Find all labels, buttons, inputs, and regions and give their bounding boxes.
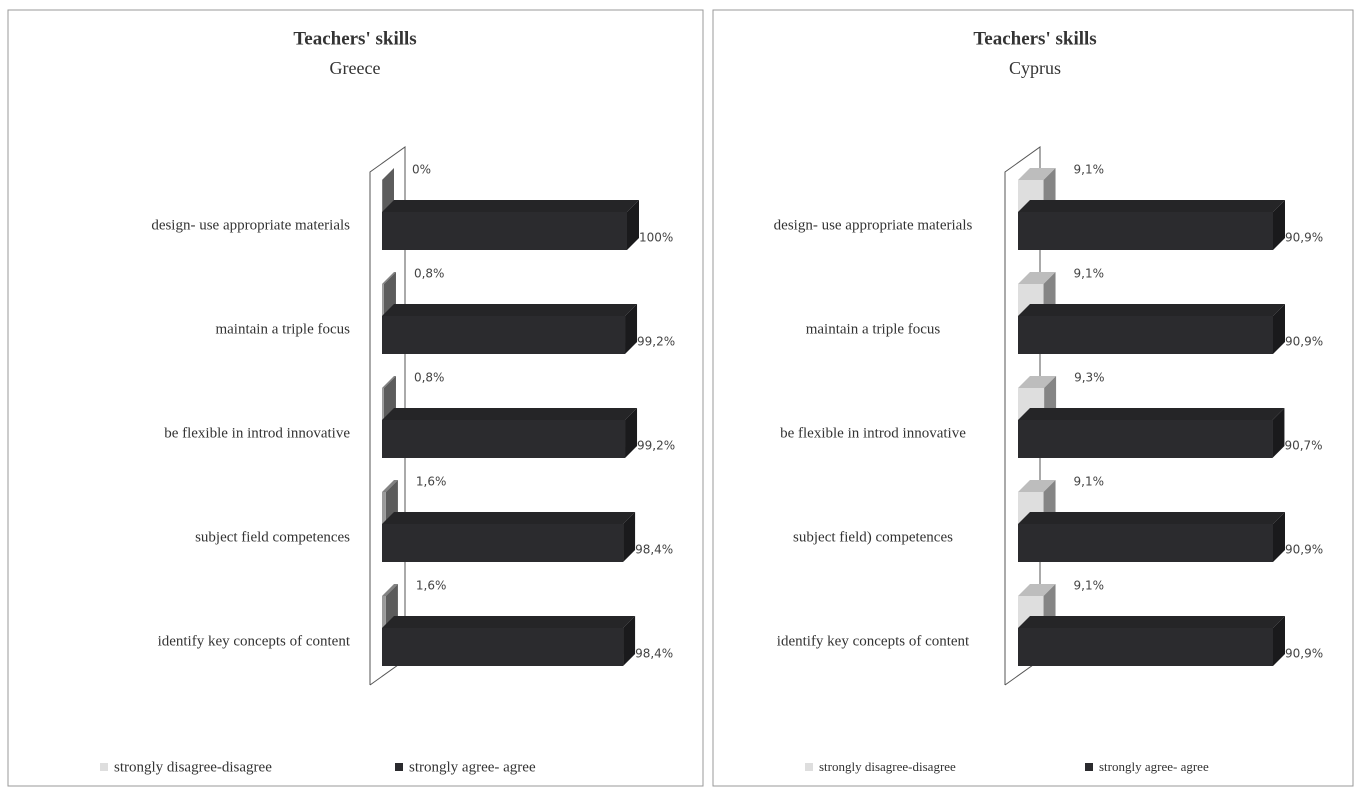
bar-top xyxy=(382,304,638,316)
bar-top xyxy=(1018,584,1056,596)
bar-side xyxy=(1272,408,1285,458)
legend-label: strongly disagree-disagree xyxy=(819,759,956,774)
bar xyxy=(382,628,624,666)
bar-side xyxy=(623,512,636,562)
value-label: 0% xyxy=(412,163,431,177)
value-label: 98,4% xyxy=(635,543,673,557)
category-label: identify key concepts of content xyxy=(158,633,351,649)
legend-label: strongly disagree-disagree xyxy=(114,759,272,775)
value-label: 9,1% xyxy=(1074,579,1105,593)
value-label: 9,1% xyxy=(1074,475,1105,489)
bar-top xyxy=(382,480,398,492)
bar xyxy=(382,284,384,320)
value-label: 1,6% xyxy=(416,579,447,593)
value-label: 90,9% xyxy=(1285,231,1323,245)
category-label: subject field) competences xyxy=(793,529,953,545)
legend-swatch xyxy=(395,763,403,771)
bar-side xyxy=(1273,512,1285,562)
value-label: 90,9% xyxy=(1285,647,1323,661)
bar xyxy=(1018,316,1273,354)
back-wall xyxy=(369,146,406,686)
bar xyxy=(382,524,624,562)
bar-side xyxy=(623,616,636,666)
bar-top xyxy=(1018,168,1056,180)
bar-top xyxy=(382,584,398,596)
bar-top xyxy=(382,512,636,524)
category-label: design- use appropriate materials xyxy=(151,217,350,233)
bar-side xyxy=(1273,200,1285,250)
value-label: 90,7% xyxy=(1284,439,1322,453)
bar-side xyxy=(625,408,638,458)
category-label: be flexible in introd innovative xyxy=(164,425,350,441)
category-label: maintain a triple focus xyxy=(215,321,350,337)
category-label: subject field competences xyxy=(195,529,350,545)
bar-side xyxy=(1273,304,1285,354)
value-label: 0,8% xyxy=(414,371,445,385)
chart-subtitle: Cyprus xyxy=(1009,58,1061,78)
legend-swatch xyxy=(805,763,813,771)
bar-top xyxy=(382,272,396,284)
value-label: 90,9% xyxy=(1285,543,1323,557)
bar-top xyxy=(382,200,639,212)
value-label: 99,2% xyxy=(637,439,675,453)
bar-top xyxy=(1018,376,1057,388)
bar-top xyxy=(1018,480,1056,492)
bar xyxy=(1018,212,1273,250)
category-label: design- use appropriate materials xyxy=(774,217,973,233)
back-wall xyxy=(1004,146,1041,686)
value-label: 0,8% xyxy=(414,267,445,281)
value-label: 9,1% xyxy=(1074,267,1105,281)
bar-side xyxy=(625,304,638,354)
bar-top xyxy=(382,376,396,388)
bar xyxy=(382,316,626,354)
category-label: maintain a triple focus xyxy=(806,321,941,337)
value-label: 100% xyxy=(639,231,673,245)
bar xyxy=(1018,524,1273,562)
bar xyxy=(382,180,383,216)
panel xyxy=(7,9,704,787)
bar-top xyxy=(1018,272,1056,284)
bar xyxy=(382,388,384,424)
value-label: 9,1% xyxy=(1074,163,1105,177)
value-label: 1,6% xyxy=(416,475,447,489)
chart-title: Teachers' skills xyxy=(973,28,1096,49)
bar-side xyxy=(627,200,639,250)
value-label: 98,4% xyxy=(635,647,673,661)
value-label: 99,2% xyxy=(637,335,675,349)
bar-top xyxy=(1018,200,1285,212)
bar-top xyxy=(1018,408,1285,420)
category-label: be flexible in introd innovative xyxy=(780,425,966,441)
value-label: 90,9% xyxy=(1285,335,1323,349)
bar-top xyxy=(382,408,638,420)
chart-title: Teachers' skills xyxy=(293,28,416,49)
legend-swatch xyxy=(100,763,108,771)
chart-subtitle: Greece xyxy=(330,58,381,78)
bar xyxy=(1018,628,1273,666)
legend-label: strongly agree- agree xyxy=(409,759,536,775)
bar-top xyxy=(1018,616,1285,628)
legend-swatch xyxy=(1085,763,1093,771)
category-label: identify key concepts of content xyxy=(777,633,970,649)
bar xyxy=(382,212,627,250)
bar xyxy=(382,420,626,458)
bar xyxy=(382,596,386,632)
bar-side xyxy=(1273,616,1285,666)
bar xyxy=(1018,420,1273,458)
bar-top xyxy=(1018,304,1285,316)
value-label: 9,3% xyxy=(1074,371,1105,385)
bar-top xyxy=(1018,512,1285,524)
legend-label: strongly agree- agree xyxy=(1099,759,1209,774)
bar xyxy=(382,492,386,528)
bar-top xyxy=(382,616,636,628)
